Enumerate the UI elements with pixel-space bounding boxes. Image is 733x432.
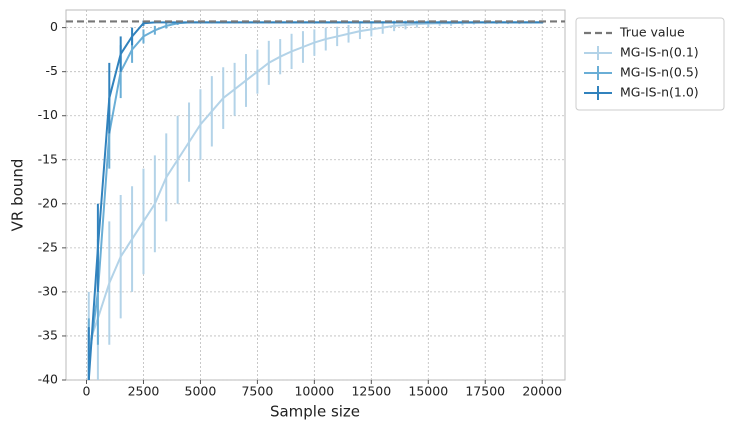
legend-label: True value xyxy=(619,25,685,40)
legend-label: MG-IS-n(0.1) xyxy=(620,45,699,60)
y-tick-label: -10 xyxy=(38,107,58,122)
y-tick-label: 0 xyxy=(50,19,58,34)
y-axis-label: VR bound xyxy=(9,159,27,232)
y-tick-label: -30 xyxy=(38,283,58,298)
x-tick-label: 2500 xyxy=(128,384,160,399)
x-tick-label: 12500 xyxy=(351,384,391,399)
y-tick-label: -15 xyxy=(38,151,58,166)
y-tick-label: -20 xyxy=(38,195,58,210)
y-tick-label: -25 xyxy=(38,239,58,254)
x-tick-label: 0 xyxy=(83,384,91,399)
x-axis-label: Sample size xyxy=(270,403,360,421)
x-tick-label: 5000 xyxy=(185,384,217,399)
x-tick-label: 10000 xyxy=(294,384,334,399)
y-tick-label: -35 xyxy=(38,327,58,342)
x-tick-label: 20000 xyxy=(522,384,562,399)
x-tick-label: 17500 xyxy=(465,384,505,399)
plot-area xyxy=(65,9,566,381)
x-tick-label: 15000 xyxy=(408,384,448,399)
legend-label: MG-IS-n(0.5) xyxy=(620,65,699,80)
y-tick-label: -40 xyxy=(38,372,58,387)
legend xyxy=(575,17,725,111)
x-tick-label: 7500 xyxy=(241,384,273,399)
y-tick-label: -5 xyxy=(46,63,58,78)
legend-label: MG-IS-n(1.0) xyxy=(620,85,699,100)
